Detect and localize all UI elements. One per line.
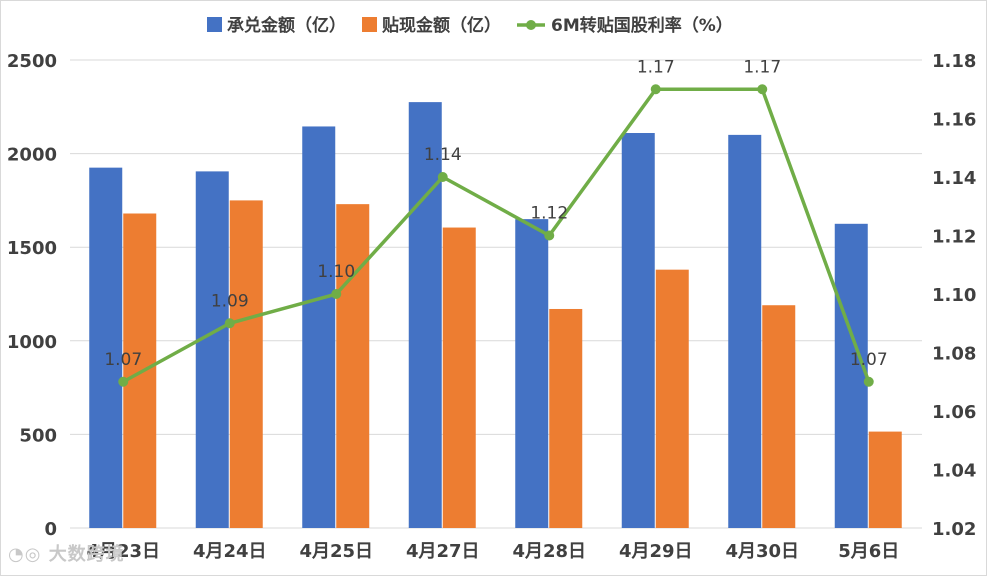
rate-point [331,289,342,299]
bar-acceptance [834,223,868,529]
left-axis-tick-label: 1000 [7,332,57,353]
bar-discount [762,305,796,528]
rate-point [544,230,555,241]
left-axis-tick-label: 0 [44,519,57,540]
legend-label: 6M转贴国股利率（%） [551,15,733,36]
bar-acceptance [515,219,549,528]
rate-data-label: 1.10 [317,262,355,282]
right-axis-tick-label: 1.16 [932,110,976,131]
x-axis-tick-label: 5月6日 [838,541,899,562]
bar-discount [229,200,263,528]
left-axis-tick-label: 500 [19,425,57,446]
x-axis-tick-label: 4月25日 [299,541,373,562]
rate-point [224,318,235,329]
bar-discount [336,204,370,529]
right-axis-tick-label: 1.02 [932,519,976,540]
x-axis-tick-label: 4月28日 [512,541,586,562]
bar-acceptance [195,171,229,528]
rate-data-label: 1.09 [211,291,249,311]
left-axis-tick-label: 2000 [7,145,57,166]
rate-point [650,84,661,95]
watermark: ◔◎ 大数跨境 [8,540,125,566]
bar-acceptance [89,167,123,528]
rate-data-label: 1.17 [637,57,675,77]
bar-discount [549,308,583,528]
bar-acceptance [621,133,655,528]
watermark-logo-icon: ◔◎ [8,544,49,565]
rate-point [437,172,448,182]
rate-point [863,376,874,387]
x-axis-tick-label: 4月29日 [619,541,693,562]
rate-data-label: 1.07 [104,350,142,370]
legend-swatch [362,17,377,32]
legend-label: 承兑金额（亿） [227,15,346,36]
left-axis-tick-label: 1500 [7,238,57,259]
rate-line [122,87,871,384]
rate-data-label: 1.17 [743,57,781,77]
rate-data-label: 1.12 [530,204,568,224]
bar-discount [442,227,476,528]
legend-line-marker [526,20,536,30]
right-axis-tick-label: 1.08 [932,344,976,365]
right-axis-tick-label: 1.18 [932,51,976,72]
rate-point [757,84,768,95]
x-axis-tick-label: 4月24日 [193,541,267,562]
x-axis-tick-label: 4月30日 [725,541,799,562]
right-axis-tick-label: 1.14 [932,168,976,189]
legend-swatch [207,17,222,32]
right-axis-tick-label: 1.04 [932,461,976,482]
legend-label: 贴现金额（亿） [382,15,501,36]
rate-data-label: 1.14 [424,145,462,165]
right-axis-tick-label: 1.06 [932,402,976,423]
bar-acceptance [408,102,442,529]
x-axis-tick-label: 4月27日 [406,541,480,562]
bar-discount [655,269,689,528]
rate-data-label: 1.07 [850,350,888,370]
watermark-text: 大数跨境 [48,544,125,565]
right-axis-tick-label: 1.10 [932,285,976,306]
bar-acceptance [728,134,762,528]
x-axis-tick-label: 4月23日 [86,541,160,562]
rate-point [118,376,129,387]
bar-acceptance [302,126,336,529]
right-axis-tick-label: 1.12 [932,227,976,248]
bar-discount [868,431,902,528]
left-axis-tick-label: 2500 [7,51,57,72]
